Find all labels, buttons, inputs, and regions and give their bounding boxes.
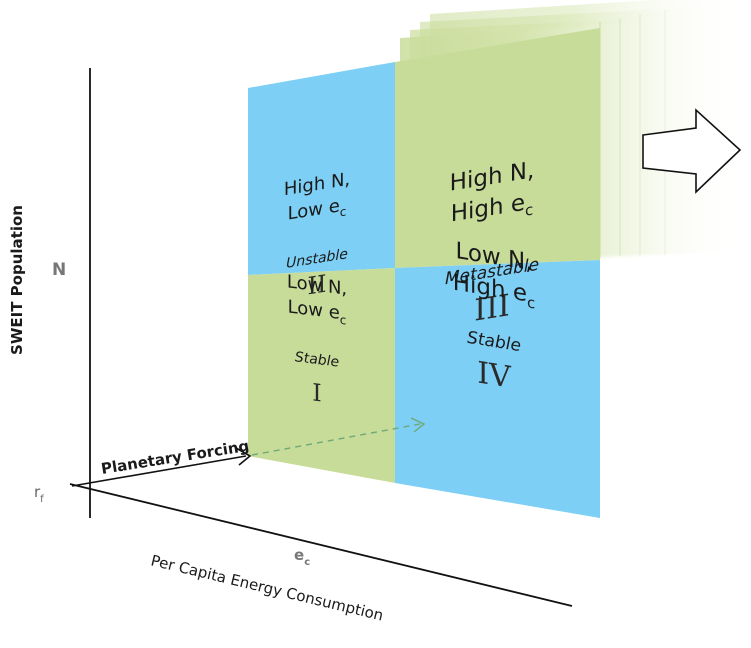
quadrant-iv-cell — [395, 260, 600, 518]
quadrant-iii-numeral: III — [474, 288, 510, 328]
right-arrow-outline-icon — [642, 108, 742, 194]
quadrant-i-state: Stable — [295, 349, 340, 370]
quadrant-ii-cell — [248, 62, 395, 275]
quadrant-iii-cell — [395, 28, 600, 268]
quadrant-ii-numeral: II — [308, 270, 327, 301]
quadrant-i-text: Low N, Low ec Stable I — [287, 271, 347, 408]
quadrant-iv-numeral: IV — [477, 356, 512, 396]
y-axis-variable: N — [52, 260, 66, 280]
dashed-arrow-right-icon — [251, 417, 426, 456]
x-axis-variable: ec — [294, 546, 310, 568]
quadrant-i-cell — [248, 268, 395, 483]
arrow-right-icon — [71, 447, 252, 487]
x-axis-label: Per Capita Energy Consumption — [149, 551, 385, 624]
x-axis-line — [69, 483, 573, 607]
quadrant-i-numeral: I — [312, 379, 321, 408]
y-axis-label: SWEIT Population — [8, 205, 26, 355]
origin-label: rf — [34, 483, 44, 505]
planetary-forcing-label: Planetary Forcing — [100, 437, 251, 478]
